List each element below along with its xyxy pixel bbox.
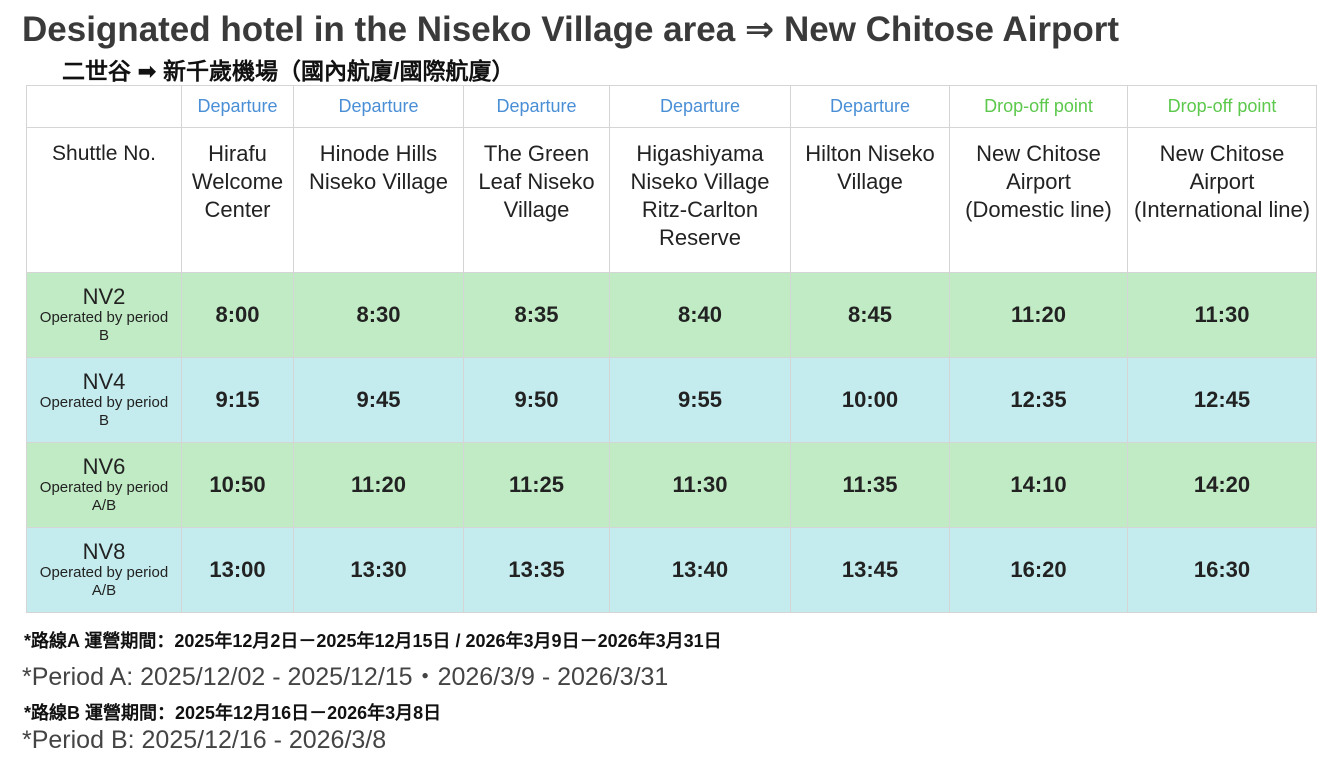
period: Operated by period A/B — [39, 564, 169, 599]
time: 11:30 — [609, 442, 791, 528]
title: Designated hotel in the Niseko Village a… — [22, 10, 1120, 49]
corner-blank — [26, 85, 182, 128]
note-zh: *路線B 運營期間：2025年12月16日－2026年3月8日 — [24, 703, 442, 723]
column-role: Drop-off point — [949, 85, 1128, 128]
time: 8:30 — [293, 272, 464, 358]
time: 9:50 — [463, 357, 610, 443]
time: 10:50 — [181, 442, 294, 528]
column-role: Departure — [181, 85, 294, 128]
time: 11:25 — [463, 442, 610, 528]
period: Operated by period B — [39, 309, 169, 344]
timetable: Departure Departure Departure Departure Depa… — [26, 85, 1317, 613]
note-zh: *路線A 運營期間：2025年12月2日－2025年12月15日 / 2026年… — [24, 631, 722, 651]
column-name: Higashiyama Niseko Village Ritz-Carlton … — [609, 127, 791, 273]
note-en: *Period B: 2025/12/16 - 2026/3/8 — [22, 726, 387, 754]
time: 8:00 — [181, 272, 294, 358]
column-role: Departure — [293, 85, 464, 128]
corner-label: Shuttle No. — [26, 127, 182, 273]
time: 11:20 — [949, 272, 1128, 358]
shuttle-no: NV4 — [82, 369, 126, 394]
shuttle-cell: NV6 Operated by period A/B — [26, 442, 182, 528]
column-role: Drop-off point — [1127, 85, 1317, 128]
column-name: Hilton Niseko Village — [790, 127, 950, 273]
column-role: Departure — [609, 85, 791, 128]
column-role: Departure — [790, 85, 950, 128]
row: NV8 Operated by period A/B 13:00 13:30 13:35… — [26, 527, 1317, 613]
time: 8:45 — [790, 272, 950, 358]
time: 8:40 — [609, 272, 791, 358]
time: 13:40 — [609, 527, 791, 613]
time: 9:45 — [293, 357, 464, 443]
row: NV2 Operated by period B 8:00 8:30 8:35 8:40 8… — [26, 272, 1317, 358]
period: Operated by period B — [39, 394, 169, 429]
period: Operated by period A/B — [39, 479, 169, 514]
time: 14:10 — [949, 442, 1128, 528]
time: 9:15 — [181, 357, 294, 443]
shuttle-cell: NV4 Operated by period B — [26, 357, 182, 443]
time: 13:00 — [181, 527, 294, 613]
column-name: New Chitose Airport (International line) — [1127, 127, 1317, 273]
shuttle-no: NV6 — [82, 454, 126, 479]
time: 14:20 — [1127, 442, 1317, 528]
time: 8:35 — [463, 272, 610, 358]
column-name: New Chitose Airport (Domestic line) — [949, 127, 1128, 273]
time: 11:20 — [293, 442, 464, 528]
row: NV4 Operated by period B 9:15 9:45 9:50 9:55 1… — [26, 357, 1317, 443]
note-en: *Period A: 2025/12/02 - 2025/12/15・2026/… — [22, 663, 669, 691]
time: 13:30 — [293, 527, 464, 613]
column-name: The Green Leaf Niseko Village — [463, 127, 610, 273]
time: 16:30 — [1127, 527, 1317, 613]
time: 13:35 — [463, 527, 610, 613]
time: 13:45 — [790, 527, 950, 613]
time: 11:30 — [1127, 272, 1317, 358]
row: NV6 Operated by period A/B 10:50 11:20 11:25… — [26, 442, 1317, 528]
time: 16:20 — [949, 527, 1128, 613]
time: 12:35 — [949, 357, 1128, 443]
column-role: Departure — [463, 85, 610, 128]
shuttle-cell: NV8 Operated by period A/B — [26, 527, 182, 613]
shuttle-no: NV2 — [82, 284, 126, 309]
time: 11:35 — [790, 442, 950, 528]
column-name: Hirafu Welcome Center — [181, 127, 294, 273]
time: 9:55 — [609, 357, 791, 443]
column-name: Hinode Hills Niseko Village — [293, 127, 464, 273]
time: 12:45 — [1127, 357, 1317, 443]
shuttle-no: NV8 — [82, 539, 126, 564]
shuttle-cell: NV2 Operated by period B — [26, 272, 182, 358]
time: 10:00 — [790, 357, 950, 443]
subtitle: 二世谷 ➡ 新千歲機場（國內航廈/國際航廈） — [62, 58, 515, 84]
